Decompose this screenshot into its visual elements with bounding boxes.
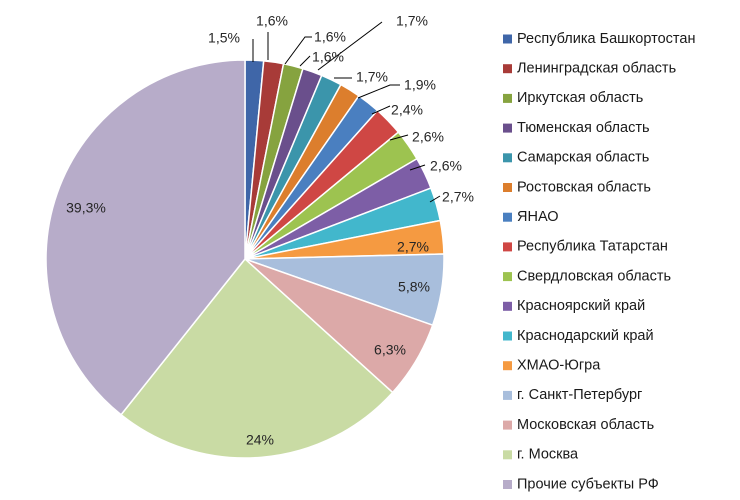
legend-item: Республика Татарстан	[503, 239, 668, 255]
slice-9-leader-line	[389, 134, 409, 141]
legend-item: Прочие субъекты РФ	[503, 476, 659, 492]
slice-8-data-label: 2,4%	[391, 102, 423, 118]
legend-item: Красноярский край	[503, 298, 645, 314]
legend-swatch	[503, 480, 512, 489]
slice-13-data-label: 5,8%	[398, 279, 430, 295]
legend-item: г. Москва	[503, 447, 579, 463]
legend-swatch	[503, 34, 512, 44]
slice-6-data-label: 1,7%	[356, 69, 388, 85]
legend-label: ЯНАО	[517, 209, 559, 225]
legend-item: Краснодарский край	[503, 328, 654, 344]
slice-3-data-label: 1,6%	[314, 29, 346, 45]
legend-label: ХМАО-Югра	[517, 358, 601, 374]
legend-swatch	[503, 212, 512, 222]
legend-item: г. Санкт-Петербург	[503, 387, 642, 403]
slice-10-leader-line	[409, 164, 426, 171]
legend-swatch	[503, 183, 512, 192]
slice-9-data-label: 2,6%	[412, 129, 444, 145]
slice-7-leader-line	[357, 84, 400, 99]
legend-item: Ленинградская область	[503, 61, 676, 77]
slice-2-data-label: 1,6%	[256, 13, 288, 29]
slice-15	[120, 258, 394, 459]
legend-item: Республика Башкортостан	[503, 31, 695, 47]
legend-label: г. Санкт-Петербург	[517, 387, 642, 403]
legend-label: Прочие субъекты РФ	[517, 476, 659, 492]
legend-label: Самарская область	[517, 150, 649, 166]
legend-label: Свердловская область	[517, 268, 671, 284]
slice-10-data-label: 2,6%	[430, 158, 462, 174]
slice-16	[45, 59, 246, 416]
legend-swatch	[503, 242, 512, 252]
legend-label: Красноярский край	[517, 298, 645, 314]
legend-swatch	[503, 272, 512, 282]
slice-3-leader-line	[284, 36, 312, 65]
slice-11-leader-line	[429, 195, 441, 203]
legend-swatch	[503, 93, 512, 103]
slice-12-data-label: 2,7%	[397, 239, 429, 255]
legend-label: Ростовская область	[517, 179, 651, 195]
legend-item: Московская область	[503, 417, 654, 433]
legend-label: Иркутская область	[517, 90, 643, 106]
slice-5-data-label: 1,7%	[396, 13, 428, 29]
legend-swatch	[503, 450, 512, 460]
slice-4-data-label: 1,6%	[312, 49, 344, 65]
legend-label: Ленинградская область	[517, 61, 676, 77]
legend-swatch	[503, 361, 512, 371]
slice-4-leader-line	[299, 55, 311, 67]
legend-item: ХМАО-Югра	[503, 358, 601, 374]
slice-1-data-label: 1,5%	[208, 30, 240, 46]
legend-swatch	[503, 390, 512, 400]
slice-7-data-label: 1,9%	[404, 77, 436, 93]
legend-item: Тюменская область	[503, 120, 650, 136]
legend-swatch	[503, 420, 512, 430]
slice-11-data-label: 2,7%	[442, 189, 474, 205]
slice-16-data-label: 39,3%	[66, 200, 106, 216]
legend-item: Иркутская область	[503, 90, 643, 106]
slice-5-leader-line	[317, 21, 383, 71]
legend: Республика Башкортостан Ленинградская обл…	[503, 31, 695, 492]
legend-item: Самарская область	[503, 150, 649, 166]
legend-item: Свердловская область	[503, 268, 671, 284]
legend-swatch	[503, 301, 512, 311]
slice-14-data-label: 6,3%	[374, 342, 406, 358]
data-labels: 1,5% 1,6% 1,6% 1,6% 1,7% 1,7% 1,9% 2,4% 2,6% 2,6%…	[66, 13, 474, 448]
legend-label: Краснодарский край	[517, 328, 654, 344]
legend-item: Ростовская область	[503, 179, 651, 195]
slice-15-data-label: 24%	[246, 432, 274, 448]
legend-label: Республика Башкортостан	[517, 31, 695, 47]
legend-item: ЯНАО	[503, 209, 559, 225]
legend-label: Республика Татарстан	[517, 239, 668, 255]
legend-label: г. Москва	[517, 447, 579, 463]
leader-lines	[252, 21, 441, 203]
legend-label: Тюменская область	[517, 120, 650, 136]
legend-swatch	[503, 153, 512, 163]
legend-label: Московская область	[517, 417, 654, 433]
legend-swatch	[503, 331, 512, 341]
legend-swatch	[503, 123, 512, 133]
slice-8-leader-line	[371, 105, 391, 115]
legend-swatch	[503, 64, 512, 74]
pie-slices	[45, 59, 445, 459]
